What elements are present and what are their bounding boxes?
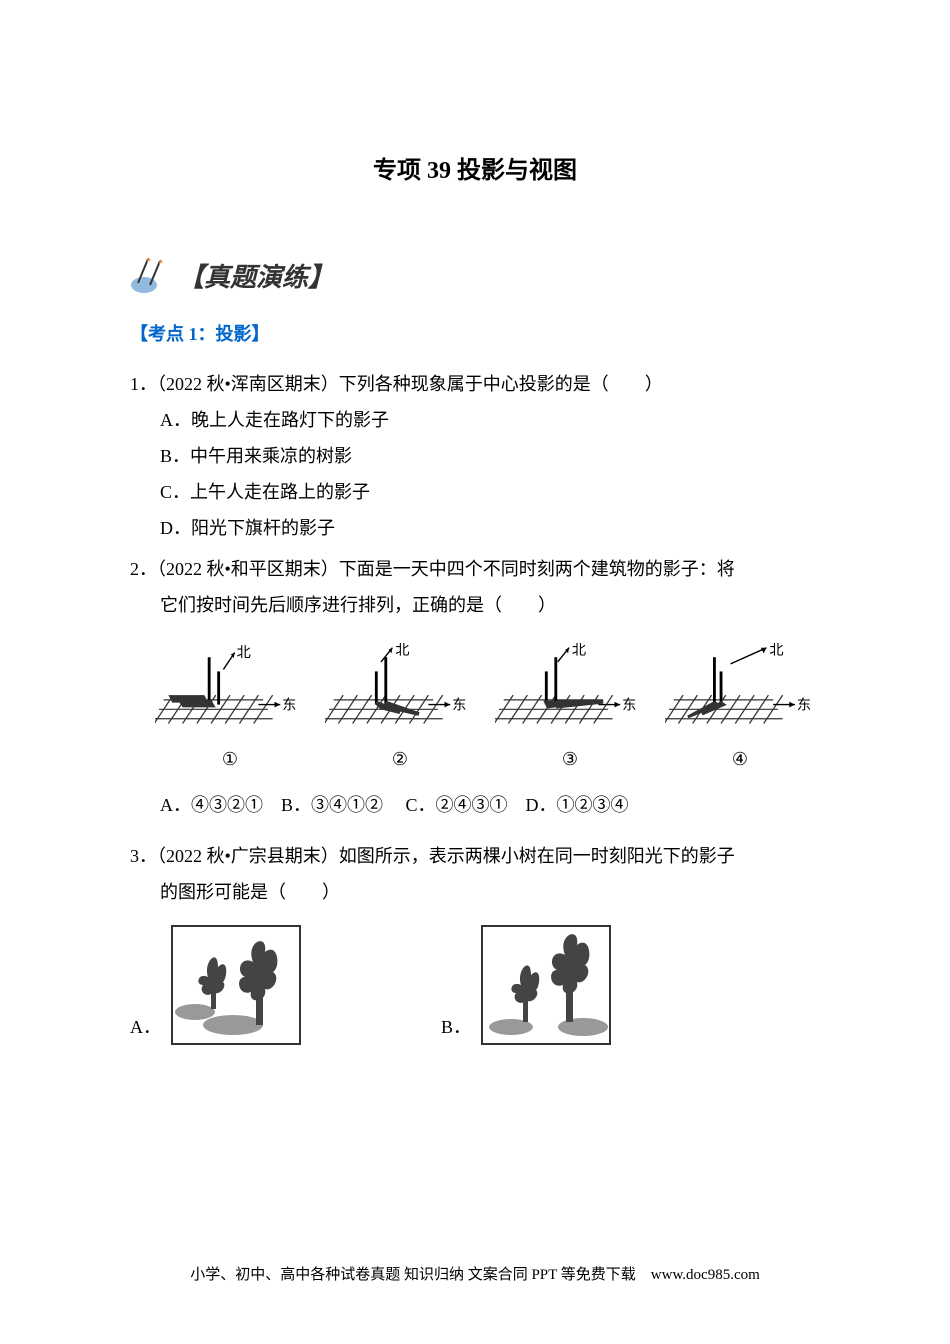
q1-text: 1．（2022 秋•浑南区期末）下列各种现象属于中心投影的是（ ）: [130, 366, 820, 402]
svg-text:东: 东: [622, 696, 636, 713]
section-label: 【真题演练】: [178, 257, 334, 294]
q3-label-b: B．: [441, 1009, 471, 1045]
q1-option-a: A．晚上人走在路灯下的影子: [160, 402, 820, 438]
q2-number-4: ④: [732, 741, 748, 777]
tree-image-b: [481, 925, 611, 1045]
q2-diagram-1: 北 东 ①: [150, 643, 310, 777]
topic-heading: 【考点 1：投影】: [130, 320, 820, 346]
q2-options: A．④③②① B．③④①② C．②④③① D．①②③④: [160, 787, 820, 823]
q1-option-b: B．中午用来乘凉的树影: [160, 438, 820, 474]
shadow-grid-4-icon: 北 东: [665, 643, 815, 733]
svg-text:东: 东: [452, 696, 466, 713]
q2-text-l2: 它们按时间先后顺序进行排列，正确的是（ ）: [160, 587, 820, 623]
q3-option-a: A．: [130, 925, 301, 1045]
shadow-grid-2-icon: 北 东: [325, 643, 475, 733]
svg-text:北: 北: [769, 643, 783, 658]
q2-diagram-2: 北 东 ②: [320, 643, 480, 777]
q1-option-d: D．阳光下旗杆的影子: [160, 510, 820, 546]
question-2: 2．（2022 秋•和平区期末）下面是一天中四个不同时刻两个建筑物的影子：将 它…: [130, 551, 820, 823]
footer-text: 小学、初中、高中各种试卷真题 知识归纳 文案合同 PPT 等免费下载 www.d…: [130, 1263, 820, 1284]
section-header: 【真题演练】: [130, 255, 820, 295]
q3-label-a: A．: [130, 1009, 161, 1045]
q2-diagram: 北 东 ①: [150, 643, 820, 777]
q3-option-b: B．: [441, 925, 611, 1045]
trees-a-icon: [173, 927, 303, 1047]
svg-text:东: 东: [797, 696, 811, 713]
q2-text-l1: 2．（2022 秋•和平区期末）下面是一天中四个不同时刻两个建筑物的影子：将: [130, 551, 820, 587]
svg-text:北: 北: [395, 643, 409, 658]
practice-icon: [130, 255, 170, 295]
q3-text-l1: 3．（2022 秋•广宗县期末）如图所示，表示两棵小树在同一时刻阳光下的影子: [130, 838, 820, 874]
q3-images: A． B．: [130, 925, 820, 1045]
question-3: 3．（2022 秋•广宗县期末）如图所示，表示两棵小树在同一时刻阳光下的影子 的…: [130, 838, 820, 1045]
q2-number-2: ②: [392, 741, 408, 777]
shadow-grid-1-icon: 北 东: [155, 643, 305, 733]
trees-b-icon: [483, 927, 613, 1047]
q2-number-3: ③: [562, 741, 578, 777]
svg-text:东: 东: [282, 696, 296, 713]
q2-diagram-3: 北 东 ③: [490, 643, 650, 777]
svg-text:北: 北: [237, 644, 251, 661]
q2-diagram-4: 北 东 ④: [660, 643, 820, 777]
svg-text:北: 北: [572, 643, 586, 658]
question-1: 1．（2022 秋•浑南区期末）下列各种现象属于中心投影的是（ ） A．晚上人走…: [130, 366, 820, 546]
page-title: 专项 39 投影与视图: [130, 150, 820, 185]
shadow-grid-3-icon: 北 东: [495, 643, 645, 733]
q3-text-l2: 的图形可能是（ ）: [160, 874, 820, 910]
q2-number-1: ①: [222, 741, 238, 777]
tree-image-a: [171, 925, 301, 1045]
q1-option-c: C．上午人走在路上的影子: [160, 474, 820, 510]
